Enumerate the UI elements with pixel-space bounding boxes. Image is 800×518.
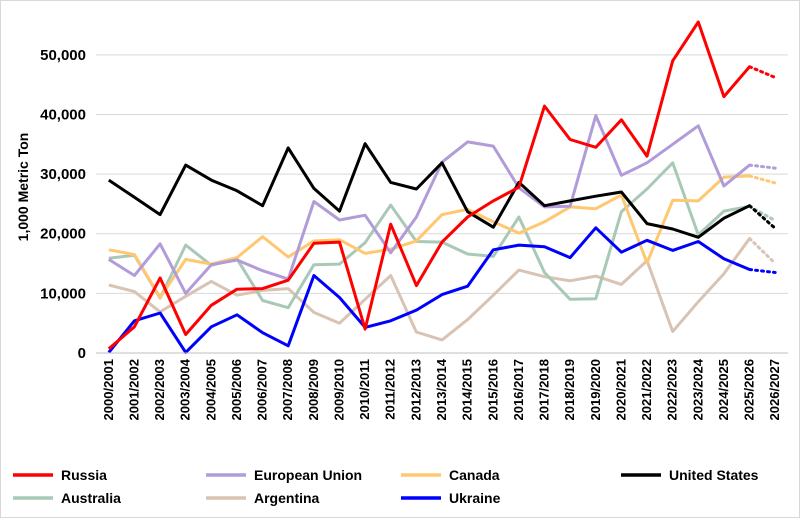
y-axis-title: 1,000 Metric Ton: [15, 133, 31, 242]
x-tick-label: 2006/2007: [255, 359, 270, 420]
x-tick-label: 2021/2022: [639, 359, 654, 420]
x-tick-label: 2002/2003: [152, 359, 167, 420]
x-tick-label: 2023/2024: [690, 358, 705, 420]
x-tick-label: 2000/2001: [101, 359, 116, 420]
y-tick-label: 10,000: [40, 285, 86, 302]
series-line-russia: [107, 20, 751, 350]
x-tick-label: 2022/2023: [665, 359, 680, 420]
x-tick-label: 2011/2012: [383, 359, 398, 420]
x-tick-label: 2005/2006: [229, 359, 244, 420]
legend-label: European Union: [254, 467, 362, 483]
legend-label: Russia: [61, 467, 107, 483]
x-tick-label: 2012/2013: [408, 359, 423, 420]
x-tick-label: 2017/2018: [537, 359, 552, 420]
series-line-ukraine: [107, 226, 751, 354]
legend-label: Ukraine: [449, 490, 501, 506]
x-tick-label: 2024/2025: [716, 359, 731, 420]
series-lines: [107, 20, 777, 354]
legend: Russia European Union Canada United States A…: [13, 467, 759, 506]
y-tick-label: 40,000: [40, 106, 86, 123]
x-tick-label: 2014/2015: [460, 359, 475, 420]
x-tick-label: 2025/2026: [742, 359, 757, 420]
legend-label: Argentina: [254, 490, 320, 506]
y-tick-label: 50,000: [40, 47, 86, 64]
x-tick-label: 2016/2017: [511, 359, 526, 420]
x-tick-label: 2020/2021: [613, 359, 628, 420]
x-tick-label: 2009/2010: [331, 359, 346, 420]
x-tick-label: 2026/2027: [767, 359, 782, 420]
x-tick-label: 2010/2011: [357, 359, 372, 420]
x-tick-label: 2015/2016: [485, 359, 500, 420]
series-forecast-united-states: [748, 204, 777, 230]
series-forecast-european-union: [748, 163, 777, 170]
gridlines: [96, 54, 788, 294]
legend-label: United States: [669, 467, 759, 483]
series-forecast-argentina: [748, 237, 777, 265]
x-tick-label: 2008/2009: [306, 359, 321, 420]
legend-label: Canada: [449, 467, 500, 483]
x-tick-label: 2004/2005: [203, 359, 218, 420]
x-tick-label: 2003/2004: [178, 358, 193, 420]
series-forecast-russia: [748, 65, 777, 79]
y-tick-label: 20,000: [40, 226, 86, 243]
legend-label: Australia: [61, 490, 121, 506]
x-tick-label: 2013/2014: [434, 358, 449, 420]
series-line-united-states: [107, 142, 751, 239]
axes: 0 10,000 20,000 30,000 40,000 50,000 2000/2001…: [40, 47, 788, 420]
series-line-european-union: [108, 114, 751, 295]
x-tick-label: 2019/2020: [588, 359, 603, 420]
x-tick-label: 2018/2019: [562, 359, 577, 420]
series-forecast-ukraine: [748, 268, 777, 274]
x-tick-label: 2007/2008: [280, 359, 295, 420]
x-tick-label: 2001/2002: [126, 359, 141, 420]
series-forecast-canada: [748, 174, 777, 185]
y-tick-label: 30,000: [40, 166, 86, 183]
y-tick-label: 0: [78, 345, 86, 362]
series-line-argentina: [108, 237, 751, 342]
